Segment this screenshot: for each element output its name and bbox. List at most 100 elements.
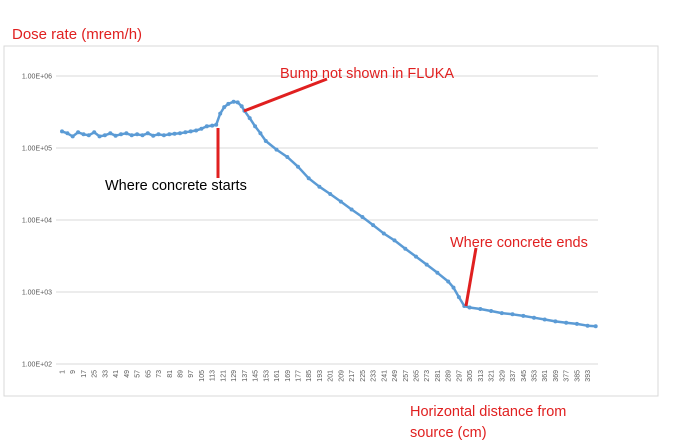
data-point (135, 132, 140, 137)
x-tick-label: 209 (338, 370, 345, 382)
data-point (247, 116, 252, 121)
annotation-line-concrete-ends (464, 247, 478, 307)
data-point (360, 215, 365, 219)
data-point (258, 131, 263, 136)
data-point (328, 192, 333, 196)
x-tick-label: 337 (510, 370, 517, 382)
data-point (156, 132, 161, 137)
data-point (129, 133, 134, 138)
data-point (76, 130, 81, 135)
data-point (92, 130, 97, 135)
chart-area-border (3, 45, 659, 397)
x-tick-label: 265 (413, 370, 420, 382)
data-point (489, 309, 494, 313)
x-tick-labels: 1 9 17 25 33 41 49 57 65 73 81 89 97 105 113 121 129 137 1… (60, 370, 593, 382)
data-point (338, 199, 343, 204)
data-point (564, 320, 569, 325)
data-point (151, 133, 156, 138)
y-tick-label: 1.00E+04 (22, 218, 52, 225)
data-point (86, 133, 91, 138)
data-point (296, 164, 300, 169)
x-tick-label: 217 (349, 370, 356, 382)
x-tick-label: 377 (564, 370, 571, 382)
y-tick-labels: 1.00E+06 1.00E+05 1.00E+04 1.00E+03 1.00E+02 (22, 74, 52, 369)
data-point (65, 131, 70, 136)
data-point (532, 315, 536, 320)
gridlines (56, 75, 598, 365)
data-point (274, 147, 279, 152)
x-tick-label: 345 (521, 370, 528, 382)
data-point (70, 134, 75, 139)
data-point (145, 131, 150, 136)
data-point (521, 313, 526, 318)
x-tick-label: 297 (456, 370, 463, 382)
data-point (542, 317, 547, 322)
x-tick-label: 161 (274, 370, 281, 382)
x-tick-label: 385 (574, 370, 581, 382)
data-point (510, 312, 515, 317)
x-tick-label: 201 (328, 370, 335, 382)
x-tick-label: 321 (489, 370, 496, 382)
data-point (414, 254, 418, 259)
x-tick-label: 9 (70, 370, 77, 374)
x-tick-label: 369 (553, 370, 560, 382)
data-point (467, 305, 472, 310)
data-point (371, 223, 376, 228)
data-point (113, 133, 118, 138)
annotation-where-concrete-ends: Where concrete ends (450, 235, 588, 251)
x-tick-label: 65 (145, 370, 152, 378)
data-point (456, 295, 461, 300)
x-tick-label: 313 (478, 370, 485, 382)
data-point (253, 124, 258, 129)
x-tick-label: 353 (531, 370, 538, 382)
data-point (81, 132, 86, 137)
x-axis-label-line-2: source (cm) (410, 425, 487, 441)
x-tick-label: 145 (253, 370, 260, 382)
data-point (210, 123, 215, 128)
data-point (317, 184, 322, 189)
data-point (451, 285, 456, 290)
data-point (167, 132, 172, 137)
x-tick-label: 121 (220, 370, 227, 382)
data-point (263, 139, 268, 143)
x-tick-label: 129 (231, 370, 238, 382)
data-point (435, 270, 440, 275)
annotation-where-concrete-starts: Where concrete starts (105, 178, 247, 194)
data-point (226, 101, 231, 106)
y-tick-label: 1.00E+06 (22, 74, 52, 81)
data-point (285, 155, 290, 159)
data-point (178, 131, 182, 136)
data-point (231, 99, 236, 104)
x-tick-label: 41 (113, 370, 120, 378)
x-tick-label: 57 (135, 370, 142, 378)
x-tick-label: 73 (156, 370, 163, 378)
data-point (239, 104, 244, 109)
x-tick-label: 153 (263, 370, 270, 382)
data-point (188, 129, 193, 134)
data-point (204, 124, 209, 129)
x-tick-label: 25 (92, 370, 99, 378)
data-point (124, 131, 129, 136)
x-tick-label: 1 (60, 370, 67, 374)
data-point (199, 126, 204, 131)
data-point (574, 321, 579, 326)
x-tick-label: 97 (188, 370, 195, 378)
series-markers (60, 99, 598, 329)
x-tick-label: 241 (381, 370, 388, 382)
data-point (553, 319, 558, 324)
data-point (392, 238, 397, 243)
y-axis-label: Dose rate (mrem/h) (12, 26, 142, 43)
x-tick-label: 137 (242, 370, 249, 382)
data-point (60, 129, 64, 134)
x-tick-label: 89 (177, 370, 184, 378)
data-point (478, 307, 483, 311)
x-tick-label: 329 (499, 370, 506, 382)
x-tick-label: 185 (306, 370, 313, 382)
x-tick-label: 249 (392, 370, 399, 382)
data-point (119, 132, 123, 137)
data-point (446, 279, 451, 284)
x-tick-label: 33 (102, 370, 109, 378)
x-axis-label-line-1: Horizontal distance from (410, 404, 566, 420)
x-tick-label: 113 (210, 370, 217, 381)
data-point (403, 246, 408, 251)
